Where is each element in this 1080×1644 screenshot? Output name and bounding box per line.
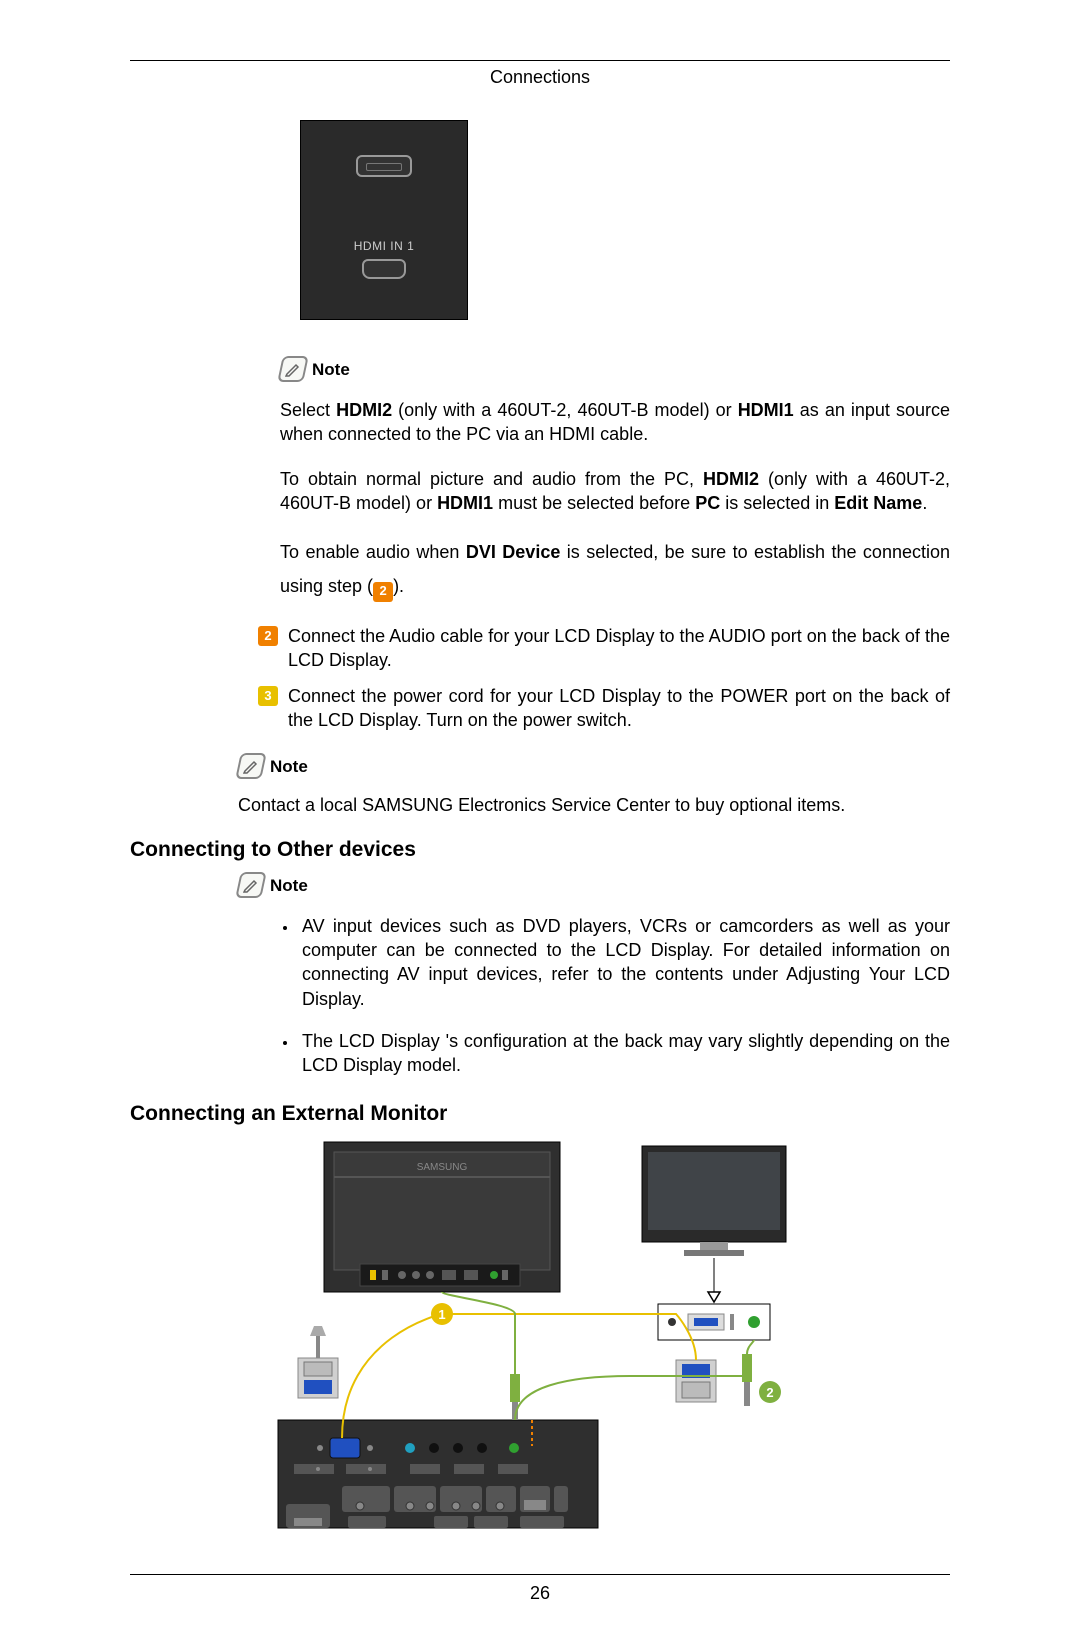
note-heading-3: Note: [238, 872, 950, 898]
external-monitor-diagram: SAMSUNG: [130, 1136, 950, 1538]
note1-paragraph-3: To enable audio when DVI Device is selec…: [280, 535, 950, 603]
other-devices-bullets: AV input devices such as DVD players, VC…: [298, 914, 950, 1078]
bullet-2: The LCD Display 's configuration at the …: [298, 1029, 950, 1078]
step-ref-2-icon: 2: [373, 582, 393, 602]
note-icon: [235, 872, 267, 898]
section-external-monitor: Connecting an External Monitor: [130, 1102, 950, 1126]
hdmi-bottom-port-icon: [362, 259, 406, 279]
top-rule: [130, 60, 950, 61]
t: ).: [393, 576, 404, 596]
note-label: Note: [312, 360, 350, 382]
t: .: [922, 493, 927, 513]
t: HDMI1: [437, 493, 493, 513]
step-3-bullet: 3: [258, 686, 278, 706]
brand-label: SAMSUNG: [417, 1162, 468, 1173]
svg-text:1: 1: [438, 1307, 445, 1322]
note-label: Note: [270, 757, 308, 779]
t: must be selected before: [493, 493, 695, 513]
step-3: 3 Connect the power cord for your LCD Di…: [258, 684, 950, 733]
t: DVI Device: [466, 542, 560, 562]
contact-text: Contact a local SAMSUNG Electronics Serv…: [238, 795, 950, 816]
note-heading-2: Note: [238, 753, 950, 779]
note1-paragraph-1: Select HDMI2 (only with a 460UT-2, 460UT…: [280, 398, 950, 447]
note-heading-1: Note: [280, 356, 950, 382]
svg-text:2: 2: [766, 1385, 773, 1400]
step-2: 2 Connect the Audio cable for your LCD D…: [258, 624, 950, 673]
t: HDMI2: [336, 400, 392, 420]
hdmi-port-figure: HDMI IN 1: [300, 120, 468, 320]
bottom-rule: [130, 1574, 950, 1575]
note-icon: [277, 356, 309, 382]
t: To obtain normal picture and audio from …: [280, 469, 703, 489]
connection-diagram-svg: SAMSUNG: [270, 1136, 810, 1538]
step-2-bullet: 2: [258, 626, 278, 646]
t: PC: [695, 493, 720, 513]
t: To enable audio when: [280, 542, 466, 562]
t: (only with a 460UT-2, 460UT-B model) or: [392, 400, 738, 420]
bullet-1: AV input devices such as DVD players, VC…: [298, 914, 950, 1011]
t: HDMI2: [703, 469, 759, 489]
step-list: 2 Connect the Audio cable for your LCD D…: [258, 624, 950, 733]
step-3-text: Connect the power cord for your LCD Disp…: [288, 684, 950, 733]
hdmi-top-port-icon: [356, 155, 412, 177]
section-connecting-other: Connecting to Other devices: [130, 838, 950, 862]
t: Select: [280, 400, 336, 420]
page-number: 26: [130, 1583, 950, 1604]
t: HDMI1: [738, 400, 794, 420]
step-2-text: Connect the Audio cable for your LCD Dis…: [288, 624, 950, 673]
t: is selected in: [720, 493, 834, 513]
note-label: Note: [270, 876, 308, 898]
t: Edit Name: [834, 493, 922, 513]
note1-paragraph-2: To obtain normal picture and audio from …: [280, 467, 950, 516]
page-header: Connections: [130, 67, 950, 88]
hdmi-port-label: HDMI IN 1: [301, 239, 467, 253]
note-icon: [235, 753, 267, 779]
